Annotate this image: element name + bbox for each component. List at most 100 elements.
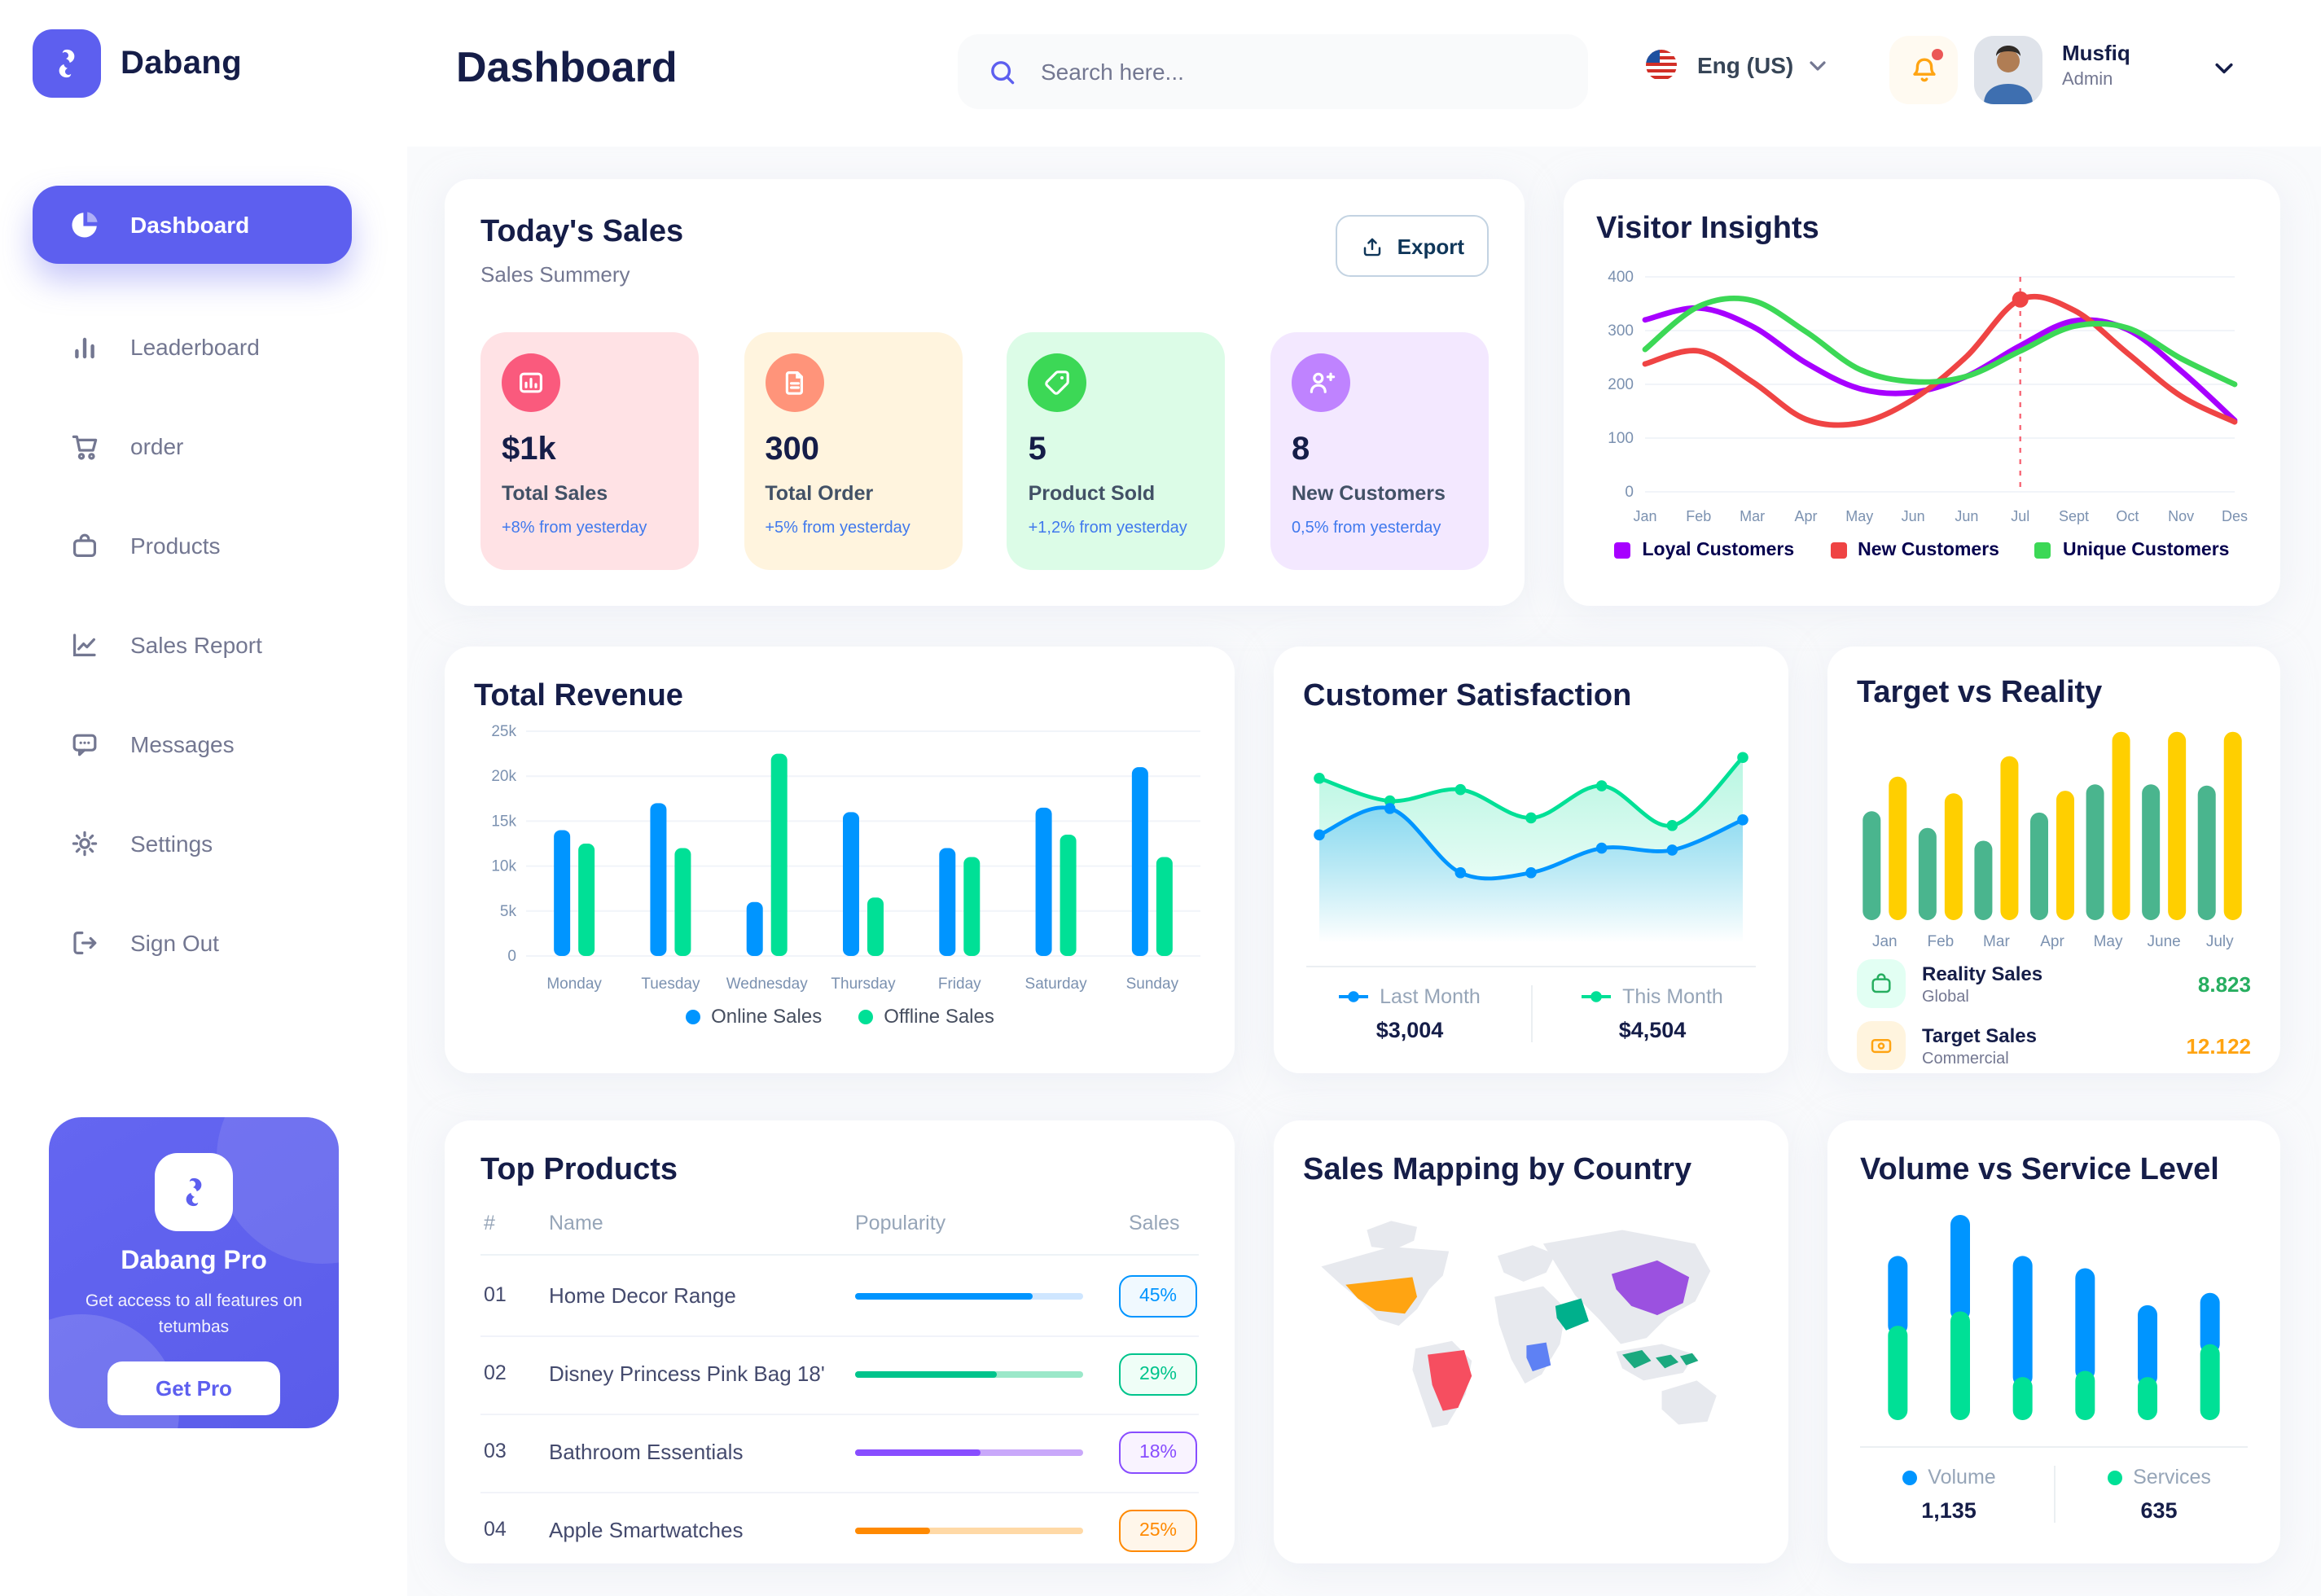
- legend-swatch: [1614, 542, 1631, 559]
- user-role: Admin: [2062, 70, 2113, 90]
- sales-badge: 18%: [1119, 1432, 1197, 1474]
- stat-label: Product Sold: [1028, 482, 1156, 505]
- volume-total: 1,135: [1921, 1498, 1977, 1523]
- language-selector[interactable]: Eng (US): [1642, 46, 1826, 85]
- language-label: Eng (US): [1697, 52, 1794, 78]
- svg-text:Tuesday: Tuesday: [641, 976, 700, 993]
- top-products-header: # Name Popularity Sales: [480, 1212, 1199, 1256]
- svg-text:Mar: Mar: [1740, 508, 1765, 524]
- product-name: Apple Smartwatches: [549, 1518, 744, 1542]
- column-index: #: [484, 1212, 495, 1234]
- volume-service-chart: [1827, 1199, 2280, 1433]
- sidebar: Dabang Dashboard Leaderboard order Products…: [0, 0, 407, 1596]
- pro-logo-icon: [155, 1153, 233, 1231]
- svg-text:Wednesday: Wednesday: [726, 976, 808, 993]
- user-chevron-down-icon[interactable]: [2215, 62, 2233, 75]
- page-title: Dashboard: [456, 42, 678, 91]
- legend-offline-sales: Offline Sales: [858, 1005, 994, 1028]
- user-name: Musfiq: [2062, 41, 2130, 65]
- customer-satisfaction-chart: [1303, 725, 1759, 943]
- target-sales-label: Target Sales: [1922, 1024, 2037, 1046]
- sidebar-item-label: Products: [130, 533, 221, 559]
- svg-text:Jun: Jun: [1902, 508, 1925, 524]
- legend-unique-customers: Unique Customers: [2034, 541, 2229, 560]
- todays-sales-title: Today's Sales: [480, 215, 684, 249]
- sidebar-item-sign-out[interactable]: Sign Out: [33, 904, 352, 982]
- topbar: Dashboard: [407, 0, 2321, 147]
- target-sales-sublabel: Commercial: [1922, 1050, 2009, 1068]
- legend-dot: [685, 1009, 700, 1024]
- column-name: Name: [549, 1212, 603, 1234]
- signout-icon: [68, 927, 101, 959]
- sidebar-item-label: Sign Out: [130, 930, 219, 956]
- reality-sales-sublabel: Global: [1922, 988, 1969, 1006]
- reality-sales-label: Reality Sales: [1922, 962, 2043, 984]
- sidebar-item-products[interactable]: Products: [33, 506, 352, 585]
- stat-delta: +5% from yesterday: [765, 520, 910, 537]
- brand-logo-icon: [33, 29, 101, 98]
- customer-satisfaction-card: Customer Satisfaction Last Month $3,004 …: [1274, 647, 1788, 1073]
- popularity-fill: [855, 1528, 931, 1534]
- svg-text:Friday: Friday: [938, 976, 981, 993]
- sidebar-item-settings[interactable]: Settings: [33, 805, 352, 883]
- total-revenue-chart: 0 5k 10k 15k 20k 25k Monday Tuesday Wednesday Thu…: [474, 721, 1205, 1002]
- pro-upsell-card: Dabang Pro Get access to all features on…: [49, 1117, 339, 1428]
- svg-text:June: June: [2148, 933, 2181, 950]
- last-month-label: Last Month: [1380, 985, 1481, 1008]
- svg-text:Feb: Feb: [1927, 933, 1954, 950]
- sidebar-item-label: Settings: [130, 831, 213, 857]
- pro-description: Get access to all features on tetumbas: [85, 1291, 303, 1337]
- export-icon: [1363, 237, 1380, 256]
- legend-dot: [858, 1009, 873, 1024]
- avatar[interactable]: [1974, 36, 2042, 104]
- svg-text:May: May: [1845, 508, 1873, 524]
- volume-service-title: Volume vs Service Level: [1860, 1153, 2219, 1187]
- svg-text:Des: Des: [2222, 508, 2248, 524]
- svg-text:200: 200: [1608, 376, 1634, 393]
- svg-text:Saturday: Saturday: [1025, 976, 1088, 993]
- product-index: 04: [484, 1518, 507, 1541]
- sales-badge: 29%: [1119, 1353, 1197, 1396]
- bag-icon: [68, 529, 101, 562]
- sidebar-item-label: Messages: [130, 731, 235, 757]
- visitor-insights-chart: 0 100 200 300 400 Jan Feb Mar Apr May Jun Jun Jul Sep…: [1596, 261, 2248, 534]
- product-index: 02: [484, 1361, 507, 1384]
- get-pro-button[interactable]: Get Pro: [107, 1361, 281, 1414]
- reality-sales-value: 8.823: [2197, 971, 2251, 996]
- divider: [1306, 966, 1756, 967]
- user-menu[interactable]: Musfiq Admin: [2062, 41, 2130, 90]
- svg-text:Thursday: Thursday: [831, 976, 896, 993]
- product-index: 01: [484, 1283, 507, 1306]
- sidebar-item-dashboard[interactable]: Dashboard: [33, 186, 352, 264]
- legend-online-sales: Online Sales: [685, 1005, 822, 1028]
- this-month-legend-icon: [1582, 991, 1612, 1002]
- svg-text:Apr: Apr: [1794, 508, 1817, 524]
- svg-text:5k: 5k: [500, 903, 517, 920]
- notifications-button[interactable]: [1889, 36, 1958, 104]
- stat-card-total-sales: $1k Total Sales +8% from yesterday: [480, 332, 699, 570]
- sidebar-item-sales-report[interactable]: Sales Report: [33, 606, 352, 684]
- stat-delta: +8% from yesterday: [502, 520, 647, 537]
- target-vs-reality-card: Target vs Reality Jan Feb Mar Apr May June Jul…: [1827, 647, 2280, 1073]
- sidebar-item-label: Sales Report: [130, 632, 262, 658]
- sidebar-item-order[interactable]: order: [33, 407, 352, 485]
- sales-badge: 45%: [1119, 1275, 1197, 1318]
- stat-card-new-customers: 8 New Customers 0,5% from yesterday: [1270, 332, 1489, 570]
- gear-icon: [68, 827, 101, 860]
- svg-text:20k: 20k: [491, 768, 516, 785]
- reality-bag-icon: [1857, 959, 1906, 1008]
- brand-name: Dabang: [121, 45, 243, 81]
- stat-delta: 0,5% from yesterday: [1291, 520, 1441, 537]
- cart-icon: [68, 430, 101, 463]
- export-button[interactable]: Export: [1335, 215, 1489, 277]
- last-month-value: $3,004: [1375, 1018, 1444, 1042]
- stat-label: New Customers: [1291, 482, 1446, 505]
- sidebar-item-messages[interactable]: Messages: [33, 705, 352, 783]
- stat-value: 8: [1291, 432, 1310, 467]
- search-bar[interactable]: [958, 34, 1588, 109]
- sidebar-item-label: Leaderboard: [130, 334, 260, 360]
- sidebar-item-leaderboard[interactable]: Leaderboard: [33, 308, 352, 386]
- target-vs-reality-chart: Jan Feb Mar Apr May June July: [1827, 715, 2280, 956]
- legend-divider: [2053, 1466, 2055, 1523]
- search-input[interactable]: [1038, 57, 1533, 86]
